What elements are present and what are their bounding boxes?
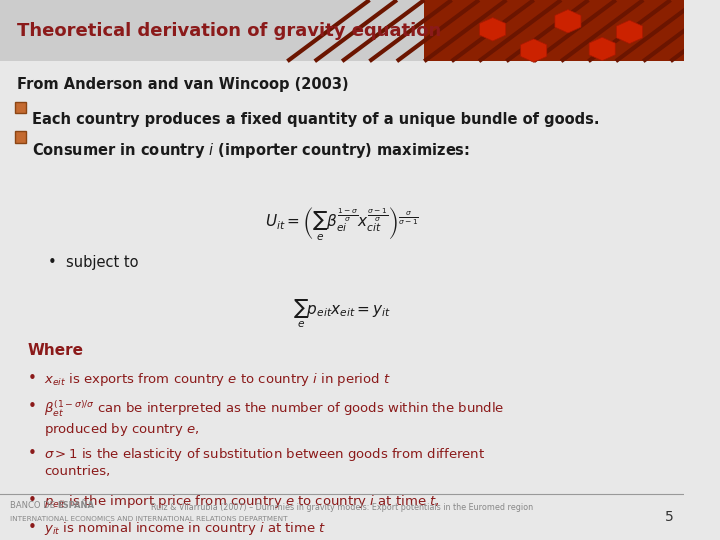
Text: •: • [27, 446, 36, 461]
Text: 5: 5 [665, 510, 674, 524]
Text: $y_{it}$ is nominal income in country $i$ at time $t$: $y_{it}$ is nominal income in country $i… [45, 521, 327, 537]
Text: $\sum_{e} p_{eit} x_{eit} = y_{it}$: $\sum_{e} p_{eit} x_{eit} = y_{it}$ [293, 298, 391, 330]
Bar [15, 102, 26, 113]
Text: From Anderson and van Wincoop (2003): From Anderson and van Wincoop (2003) [17, 77, 348, 92]
Text: BANCO DE: BANCO DE [10, 501, 55, 510]
Text: Consumer in country $i$ (importer country) maximizes:: Consumer in country $i$ (importer countr… [32, 141, 470, 160]
Text: •: • [27, 492, 36, 508]
Polygon shape [480, 18, 505, 41]
Text: •  subject to: • subject to [48, 255, 138, 271]
Polygon shape [521, 39, 546, 62]
Text: ESPAÑA: ESPAÑA [57, 501, 94, 510]
Text: Each country produces a fixed quantity of a unique bundle of goods.: Each country produces a fixed quantity o… [32, 112, 600, 127]
Text: Where: Where [27, 343, 84, 358]
Text: $\sigma > 1$ is the elasticity of substitution between goods from different
coun: $\sigma > 1$ is the elasticity of substi… [45, 446, 486, 478]
Text: Theoretical derivation of gravity equation: Theoretical derivation of gravity equati… [17, 22, 441, 39]
Text: $\beta_{et}^{(1-\sigma)/\sigma}$ can be interpreted as the number of goods withi: $\beta_{et}^{(1-\sigma)/\sigma}$ can be … [45, 399, 505, 438]
Text: $p_{eit}$ is the import price from country $e$ to country $i$ at time $t$,: $p_{eit}$ is the import price from count… [45, 492, 440, 510]
FancyBboxPatch shape [424, 0, 684, 61]
Text: $U_{it} = \left( \sum_{e} \beta_{ei}^{\frac{1-\sigma}{\sigma}} x_{cit}^{\frac{\s: $U_{it} = \left( \sum_{e} \beta_{ei}^{\f… [265, 205, 419, 242]
Text: Ruiz & Vilarrubia (2007) – Dummies in gravity models: Export potentials in the E: Ruiz & Vilarrubia (2007) – Dummies in gr… [151, 503, 534, 512]
Polygon shape [589, 37, 615, 60]
Text: $x_{eit}$ is exports from country $e$ to country $i$ in period $t$: $x_{eit}$ is exports from country $e$ to… [45, 371, 392, 388]
Text: •: • [27, 399, 36, 414]
Text: INTERNATIONAL ECONOMICS AND INTERNATIONAL RELATIONS DEPARTMENT: INTERNATIONAL ECONOMICS AND INTERNATIONA… [10, 516, 288, 522]
Polygon shape [616, 20, 642, 44]
Text: •: • [27, 371, 36, 386]
Polygon shape [555, 10, 581, 33]
FancyBboxPatch shape [0, 0, 684, 61]
Text: •: • [27, 521, 36, 536]
Bar [15, 131, 26, 143]
